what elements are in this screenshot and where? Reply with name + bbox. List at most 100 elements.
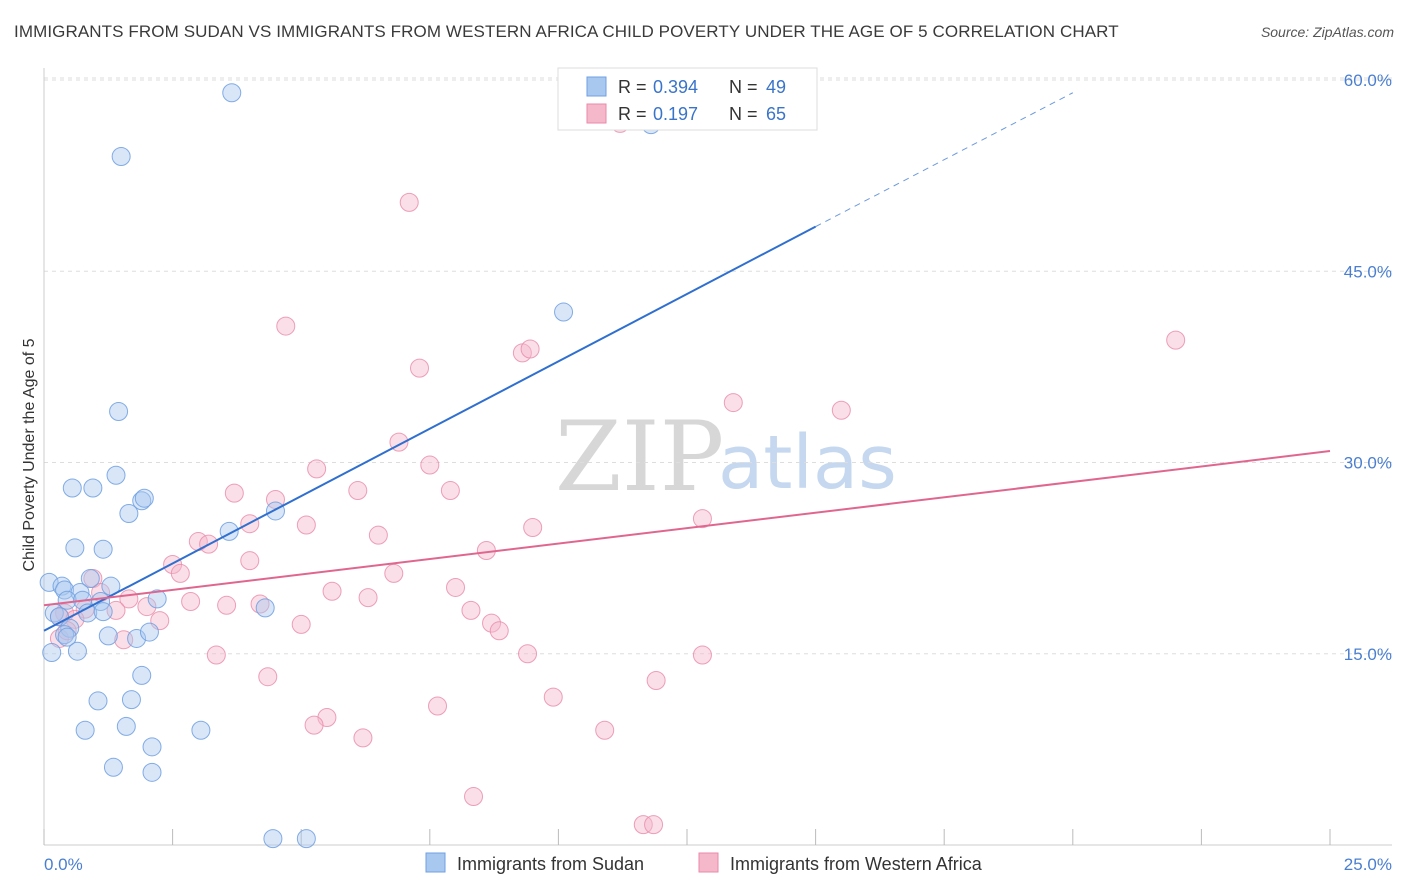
data-point-sudan <box>116 716 136 736</box>
data-point-western-africa <box>595 720 615 740</box>
data-point-western-africa <box>633 815 653 835</box>
axes <box>43 68 1392 846</box>
data-point-western-africa <box>646 671 666 691</box>
data-point-sudan <box>57 590 77 610</box>
data-point-western-africa <box>1166 330 1186 350</box>
data-point-western-africa <box>461 600 481 620</box>
data-point-western-africa <box>489 621 509 641</box>
axis-ticks: 15.0% 30.0% 45.0% 60.0% 0.0% 25.0% <box>44 71 1392 874</box>
trend-line-sudan <box>43 225 817 632</box>
legend-n-value-wa: 65 <box>766 104 786 124</box>
top-legend: R = 0.394 N = 49 R = 0.197 N = 65 <box>557 67 818 131</box>
data-point-sudan <box>109 402 129 421</box>
y-tick-label: 60.0% <box>1344 71 1392 90</box>
chart-title: IMMIGRANTS FROM SUDAN VS IMMIGRANTS FROM… <box>14 22 1119 41</box>
data-point-sudan <box>134 488 154 508</box>
data-point-sudan <box>296 829 316 849</box>
legend-n-label-sudan: N = <box>729 77 758 97</box>
data-point-western-africa <box>358 588 378 608</box>
data-point-western-africa <box>523 518 543 538</box>
legend-r-value-sudan: 0.394 <box>653 77 698 97</box>
data-point-sudan <box>93 539 113 559</box>
data-point-western-africa <box>240 551 260 571</box>
data-point-western-africa <box>464 787 484 807</box>
data-point-western-africa <box>304 715 324 735</box>
data-point-sudan <box>147 589 167 609</box>
data-point-sudan <box>106 465 126 485</box>
data-point-sudan <box>191 720 211 740</box>
data-point-sudan <box>83 478 103 498</box>
y-tick-label: 15.0% <box>1344 645 1392 664</box>
data-point-western-africa <box>322 581 342 601</box>
data-point-western-africa <box>276 316 296 336</box>
data-point-sudan <box>65 538 85 558</box>
data-point-sudan <box>263 829 283 849</box>
data-point-sudan <box>103 757 123 777</box>
data-point-sudan <box>132 665 152 685</box>
data-point-western-africa <box>348 481 368 501</box>
legend-n-label-wa: N = <box>729 104 758 124</box>
data-point-sudan <box>75 720 95 740</box>
data-point-sudan <box>142 737 162 757</box>
data-point-sudan <box>62 478 82 498</box>
data-point-western-africa <box>446 577 466 597</box>
legend-r-label-wa: R = <box>618 104 647 124</box>
source-label: Source: ZipAtlas.com <box>1260 24 1394 40</box>
data-point-western-africa <box>291 614 311 634</box>
data-point-western-africa <box>723 393 743 413</box>
data-point-western-africa <box>258 667 278 687</box>
bottom-legend-swatch-sudan <box>425 852 446 873</box>
data-point-western-africa <box>831 400 851 420</box>
data-point-sudan <box>139 622 159 642</box>
data-point-western-africa <box>543 687 563 707</box>
data-point-sudan <box>111 147 131 166</box>
data-point-western-africa <box>206 645 226 665</box>
data-point-western-africa <box>692 645 712 665</box>
data-point-western-africa <box>428 696 448 716</box>
data-point-western-africa <box>353 728 373 748</box>
bottom-legend-label-wa: Immigrants from Western Africa <box>730 854 983 874</box>
y-axis-label: Child Poverty Under the Age of 5 <box>21 338 38 571</box>
data-points <box>39 83 1186 849</box>
data-point-sudan <box>42 642 62 662</box>
data-point-sudan <box>121 690 141 710</box>
data-point-sudan <box>132 491 152 511</box>
data-point-sudan <box>55 625 75 645</box>
legend-r-value-wa: 0.197 <box>653 104 698 124</box>
y-tick-label: 30.0% <box>1344 454 1392 473</box>
data-point-western-africa <box>296 515 316 535</box>
legend-swatch-wa <box>586 103 607 124</box>
data-point-western-africa <box>482 613 502 633</box>
data-point-western-africa <box>410 358 430 378</box>
data-point-sudan <box>142 762 162 782</box>
data-point-sudan <box>39 572 59 592</box>
data-point-western-africa <box>217 595 237 615</box>
data-point-western-africa <box>250 594 270 614</box>
data-point-sudan <box>554 302 574 322</box>
data-point-western-africa <box>181 591 201 611</box>
bottom-legend: Immigrants from Sudan Immigrants from We… <box>425 852 983 874</box>
data-point-western-africa <box>170 563 190 583</box>
data-point-sudan <box>67 641 87 661</box>
y-tick-label: 45.0% <box>1344 262 1392 281</box>
trend-lines <box>43 92 1331 632</box>
data-point-sudan <box>119 504 139 523</box>
data-point-sudan <box>222 83 242 103</box>
trend-line-western-africa <box>43 450 1331 607</box>
data-point-sudan <box>93 602 113 622</box>
data-point-sudan <box>57 627 77 647</box>
data-point-sudan <box>255 598 275 618</box>
data-point-western-africa <box>420 455 440 475</box>
bottom-legend-swatch-wa <box>698 852 719 873</box>
trend-line-sudan-extension <box>815 92 1074 228</box>
data-point-western-africa <box>224 483 244 503</box>
data-point-western-africa <box>644 815 664 835</box>
data-point-sudan <box>98 626 118 646</box>
data-point-western-africa <box>518 644 538 664</box>
data-point-western-africa <box>137 597 157 617</box>
data-point-western-africa <box>440 481 460 501</box>
x-tick-label: 0.0% <box>44 855 83 874</box>
data-point-sudan <box>88 691 108 711</box>
data-point-western-africa <box>520 339 540 359</box>
